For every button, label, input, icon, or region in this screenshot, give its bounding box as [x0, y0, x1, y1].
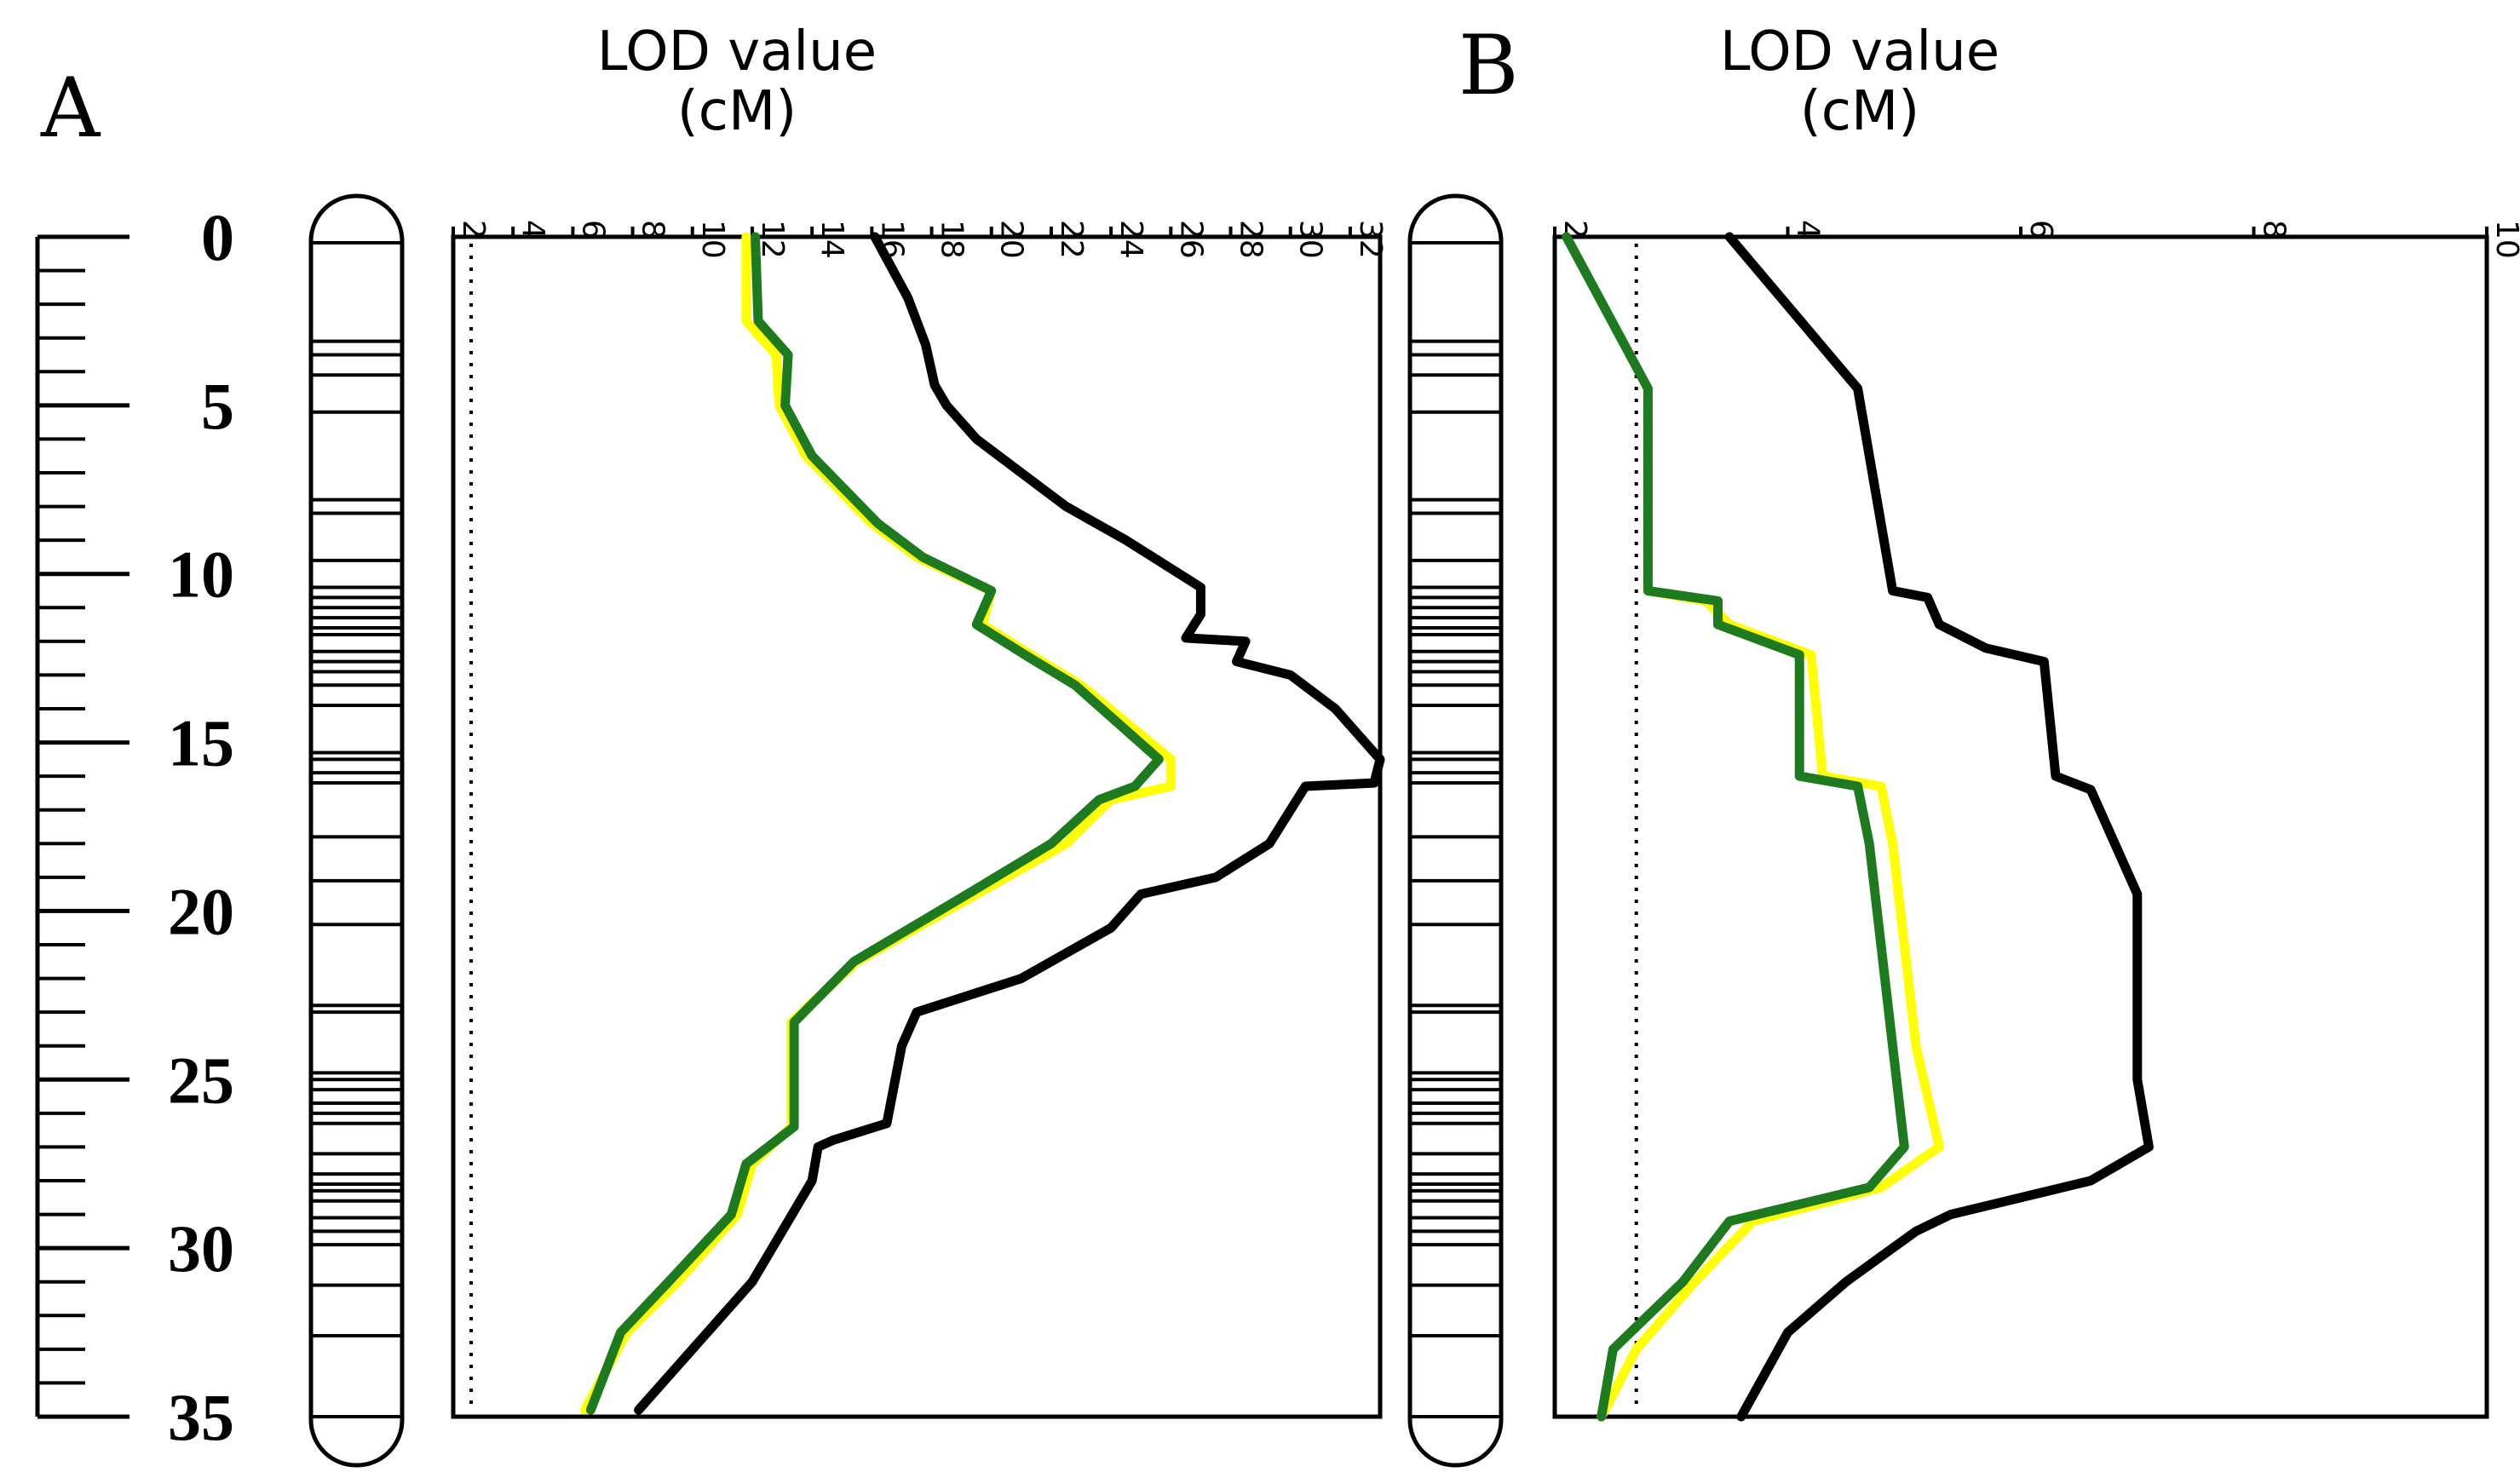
- x-tick-label: 32: [1353, 220, 1388, 259]
- lod-curve-green: [585, 232, 1164, 1415]
- scale-tick-label: 30: [168, 1211, 234, 1285]
- scale-tick-label: 15: [168, 706, 234, 780]
- plot-frame: [451, 234, 1383, 1419]
- chromosome-outline: [1407, 193, 1504, 1468]
- x-tick-label: 8: [2257, 220, 2292, 239]
- scale-tick-label: 20: [168, 874, 234, 948]
- lod-curve-black: [1724, 232, 2154, 1422]
- x-tick-label: 30: [1293, 220, 1328, 259]
- x-tick-label: 2: [456, 220, 491, 239]
- lod-plot-a: 2 4 6 8 10 12 14 16 18 20 22 24 26 28 30 32: [451, 220, 1388, 1419]
- scale-tick-label: 35: [168, 1380, 234, 1454]
- lod-curve-green: [1562, 232, 1909, 1422]
- plot-frame: [1552, 234, 2489, 1419]
- scale-tick-label: 25: [168, 1043, 234, 1117]
- lod-plot-b: 2 4 6 8 10: [1552, 220, 2520, 1422]
- panel-b-letter: B: [1458, 18, 1519, 113]
- panel-a-title-line1: LOD value: [597, 20, 877, 83]
- x-tick-label: 4: [515, 220, 550, 239]
- scale-tick-label: 0: [201, 200, 234, 274]
- panel-b-title-line2: (cM): [1800, 80, 1919, 143]
- x-tick-label: 8: [636, 220, 670, 239]
- x-tick-label: 6: [575, 220, 610, 239]
- x-tick-label: 4: [1791, 220, 1826, 239]
- x-tick-label: 10: [2489, 220, 2520, 259]
- x-tick-label: 6: [2023, 220, 2058, 239]
- linkage-map-a: [308, 193, 405, 1468]
- linkage-map-b: [1407, 193, 1504, 1468]
- panel-a-letter: A: [40, 60, 101, 156]
- x-tick-label: 12: [755, 220, 790, 259]
- x-tick-label: 22: [1054, 220, 1089, 259]
- x-tick-label: 14: [814, 220, 849, 259]
- scale-tick-label: 5: [201, 369, 234, 443]
- x-tick-label: 18: [935, 220, 969, 259]
- x-tick-label: 24: [1113, 220, 1148, 259]
- x-tick-label: 26: [1173, 220, 1208, 259]
- chromosome-outline: [308, 193, 405, 1468]
- panel-a-title-line2: (cM): [677, 80, 797, 143]
- x-tick-label: 28: [1234, 220, 1269, 259]
- scale-tick-label: 10: [168, 538, 234, 612]
- x-tick-label: 10: [695, 220, 730, 259]
- x-tick-label: 20: [994, 220, 1029, 259]
- panel-b-title-line1: LOD value: [1720, 20, 1999, 83]
- lod-curve-yellow: [579, 232, 1176, 1415]
- lod-curve-black: [634, 232, 1385, 1415]
- cm-scale: 0 5 10 15 20 25 30 35: [35, 200, 234, 1454]
